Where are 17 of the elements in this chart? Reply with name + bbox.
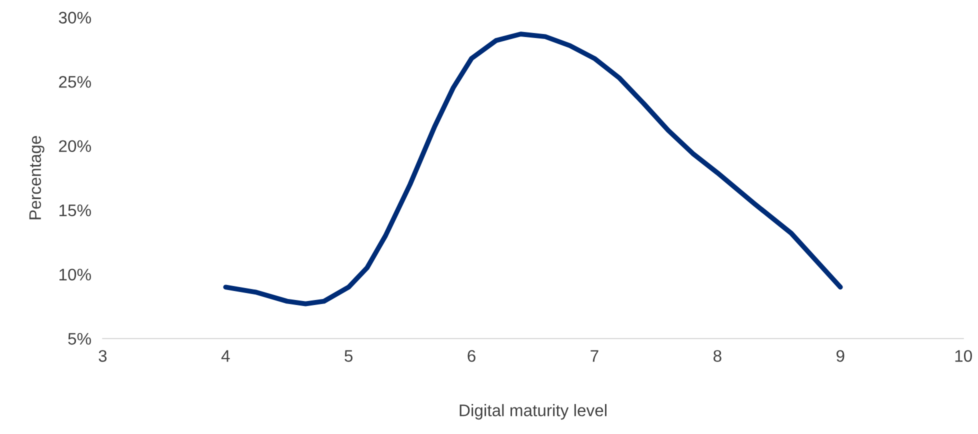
x-tick-label: 6: [468, 350, 476, 362]
x-tick-label: 3: [98, 350, 107, 362]
line-series: [223, 32, 843, 306]
y-tick-label: 15%: [59, 204, 91, 216]
y-axis-title: Percentage: [29, 136, 44, 220]
x-tick-label: 7: [590, 350, 598, 362]
y-tick-label: 25%: [59, 76, 91, 88]
y-tick-label: 5%: [68, 332, 91, 345]
y-tick-label: 30%: [58, 12, 91, 24]
x-tick-label: 4: [221, 350, 230, 362]
y-tick-label: 10%: [59, 268, 91, 280]
x-tick-label: 8: [714, 350, 722, 362]
y-tick-label: 20%: [59, 140, 91, 152]
x-tick-label: 10: [955, 350, 972, 362]
x-tick-label: 5: [344, 350, 353, 362]
x-axis-title: Digital maturity level: [460, 404, 606, 420]
x-tick-label: 9: [836, 350, 844, 362]
